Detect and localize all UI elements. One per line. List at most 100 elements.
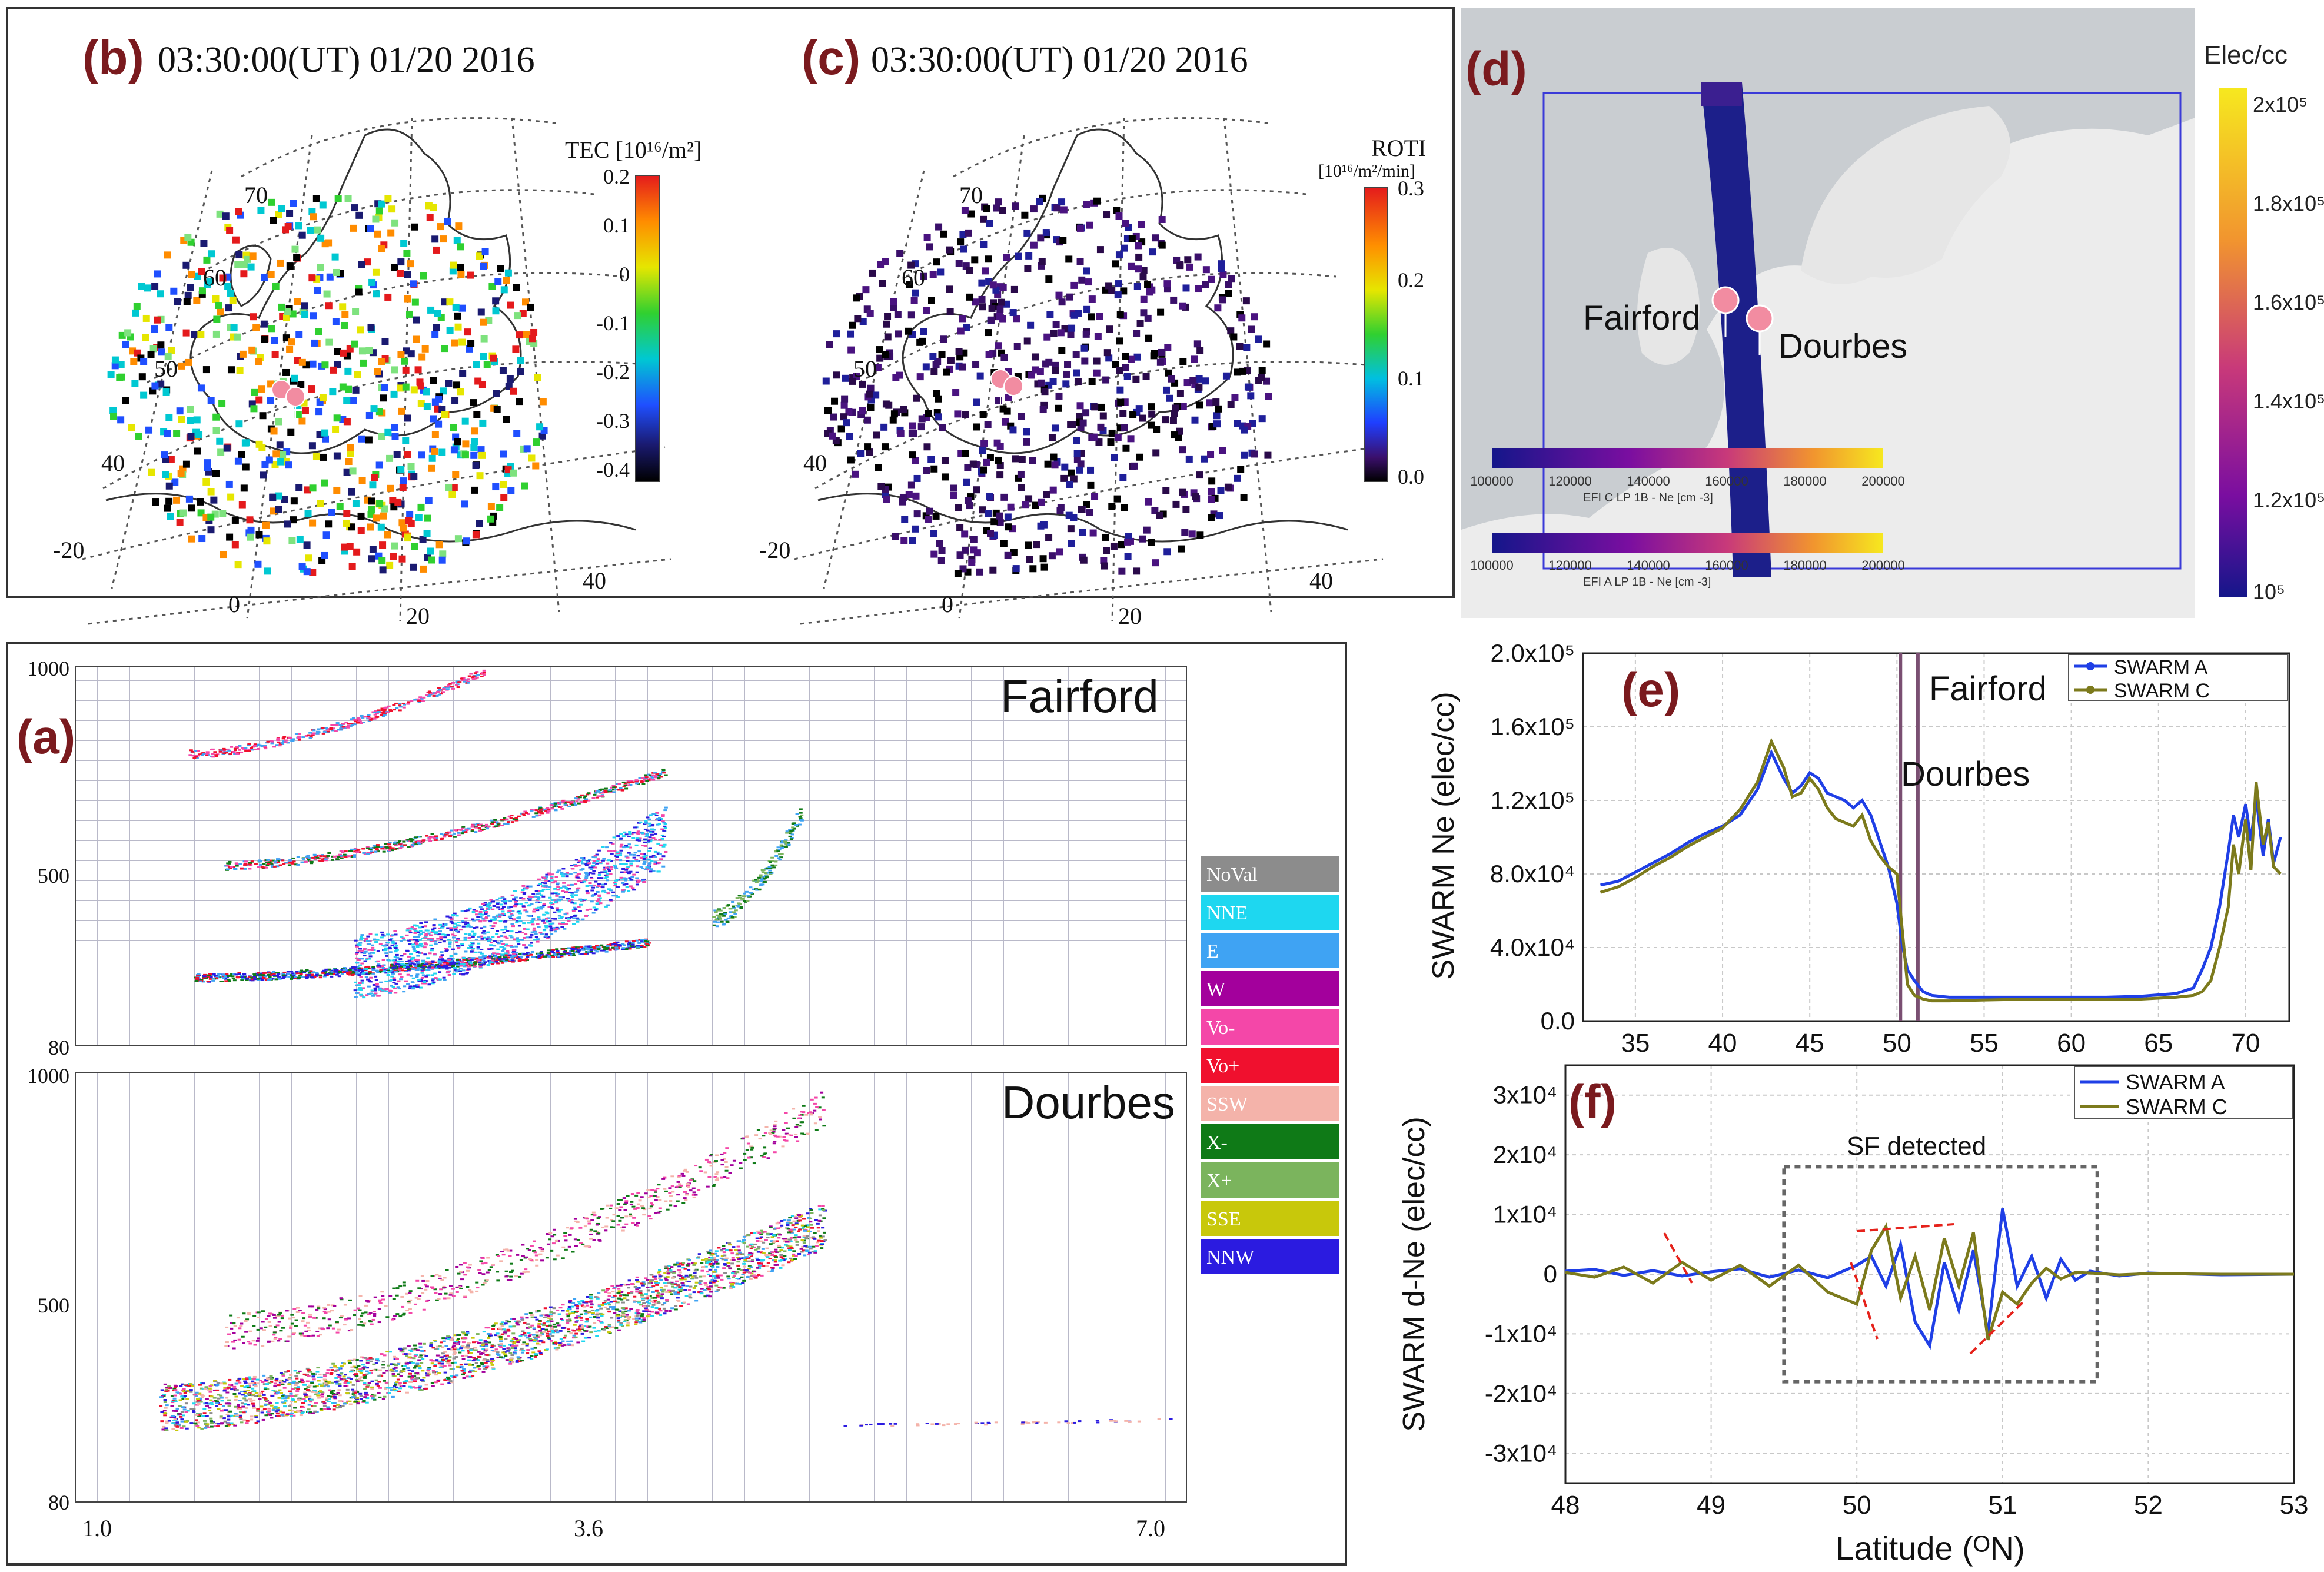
roti-point [1186, 263, 1193, 271]
roti-point [1000, 354, 1008, 361]
ionogram-echo [594, 792, 598, 794]
ionogram-echo [419, 978, 423, 981]
roti-point [983, 458, 990, 466]
ionogram-echo [275, 865, 280, 868]
roti-point [1127, 435, 1135, 443]
roti-point [1066, 481, 1073, 488]
roti-point [959, 363, 966, 371]
ionogram-echo [631, 946, 636, 948]
ionogram-echo [466, 922, 470, 924]
ionogram-echo [537, 810, 541, 813]
roti-point [1028, 371, 1035, 379]
ionogram-echo [348, 969, 352, 971]
tec-point [187, 433, 195, 440]
ionogram-echo [481, 959, 486, 962]
tec-point [476, 472, 484, 480]
ionogram-echo [580, 882, 584, 884]
roti-point [925, 410, 932, 417]
ionogram-echo [604, 876, 609, 878]
ionogram-echo [541, 905, 545, 908]
ionogram-echo [388, 970, 393, 972]
ionogram-echo [538, 806, 542, 809]
ionogram-echo [270, 972, 274, 974]
ionogram-echo [353, 850, 357, 853]
ionogram-echo [596, 885, 600, 888]
ionogram-echo [222, 752, 227, 755]
ionogram-echo [653, 775, 657, 777]
ionogram-echo [397, 980, 401, 982]
ionogram-echo [455, 681, 459, 683]
ionogram-echo [581, 868, 585, 870]
ionogram-echo [479, 935, 483, 938]
ionogram-echo [602, 790, 606, 793]
tec-point [216, 210, 224, 218]
ionogram-echo [461, 963, 466, 965]
ionogram-echo [235, 863, 239, 866]
ionogram-echo [439, 937, 443, 939]
tec-point [430, 415, 437, 423]
tec-point [248, 346, 256, 354]
tec-point [430, 377, 437, 384]
ionogram-echo [585, 909, 589, 911]
ionogram-echo [663, 823, 667, 825]
ionogram-echo [553, 899, 557, 902]
ionogram-echo [462, 958, 466, 961]
ionogram-echo [529, 945, 533, 947]
ionogram-echo [315, 856, 320, 859]
ionogram-echo [412, 842, 416, 845]
ionogram-echo [370, 991, 374, 993]
ionogram-echo [420, 697, 424, 700]
ionogram-echo [474, 938, 478, 940]
ionogram-echo [590, 895, 594, 897]
ionogram-echo [544, 911, 548, 913]
ionogram-echo [380, 707, 384, 710]
ionogram-echo [433, 940, 437, 942]
ionogram-echo [510, 923, 514, 925]
ionogram-echo [560, 807, 564, 810]
tec-point [188, 504, 195, 512]
ionogram-echo [251, 979, 255, 982]
ionogram-echo [200, 979, 204, 981]
ionogram-echo [359, 976, 363, 978]
ionogram-echo [351, 969, 355, 971]
ionogram-echo [597, 948, 601, 950]
tec-point [164, 353, 172, 360]
ionogram-echo [205, 752, 210, 755]
ionogram-echo [253, 748, 257, 750]
ionogram-echo [505, 958, 509, 961]
ionogram-echo [574, 948, 578, 950]
ionogram-echo [639, 866, 643, 868]
ionogram-echo [424, 933, 428, 935]
ionogram-echo [620, 943, 624, 945]
roti-point [1093, 357, 1101, 365]
tec-point [388, 205, 396, 213]
ionogram-echo [634, 859, 639, 861]
ionogram-echo [639, 821, 643, 823]
ionogram-echo [491, 959, 495, 962]
ionogram-echo [360, 949, 364, 952]
ionogram-echo [561, 875, 566, 878]
ionogram-echo [513, 955, 517, 957]
ionogram-echo [403, 703, 407, 706]
ionogram-echo [275, 858, 280, 860]
roti-point [1007, 503, 1015, 511]
tec-point [255, 531, 263, 539]
tec-point [500, 450, 507, 458]
ionogram-echo [449, 929, 453, 931]
ionogram-echo [422, 965, 426, 967]
tec-point [370, 405, 378, 413]
ionogram-echo [373, 713, 377, 716]
ionogram-echo [493, 918, 497, 920]
ionogram-echo [777, 853, 782, 856]
ionogram-echo [559, 898, 563, 900]
ionogram-echo [417, 842, 421, 845]
ionogram-echo [607, 870, 611, 872]
tec-point [390, 390, 398, 398]
ionogram-echo [611, 895, 616, 897]
roti-point [923, 234, 931, 241]
ionogram-echo [791, 826, 795, 829]
ionogram-echo [413, 967, 417, 969]
ionogram-echo [205, 753, 209, 756]
ionogram-echo [267, 972, 271, 974]
ionogram-echo [519, 955, 523, 958]
